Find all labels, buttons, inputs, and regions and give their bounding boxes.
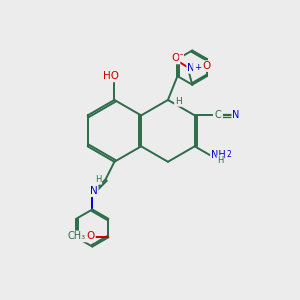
Text: O: O (87, 231, 95, 242)
Text: H: H (217, 156, 224, 165)
Text: CH₃: CH₃ (68, 231, 86, 242)
Text: HO: HO (103, 71, 119, 81)
Text: 2: 2 (226, 150, 231, 159)
Text: H: H (175, 97, 181, 106)
Text: +: + (194, 63, 201, 72)
Text: H: H (95, 175, 101, 184)
Text: C: C (215, 110, 222, 119)
Text: O: O (202, 61, 211, 71)
Text: N: N (187, 63, 195, 73)
Text: -: - (180, 50, 183, 59)
Text: N: N (90, 186, 98, 196)
Text: O: O (171, 53, 180, 63)
Text: N: N (232, 110, 240, 119)
Text: NH: NH (211, 150, 226, 160)
